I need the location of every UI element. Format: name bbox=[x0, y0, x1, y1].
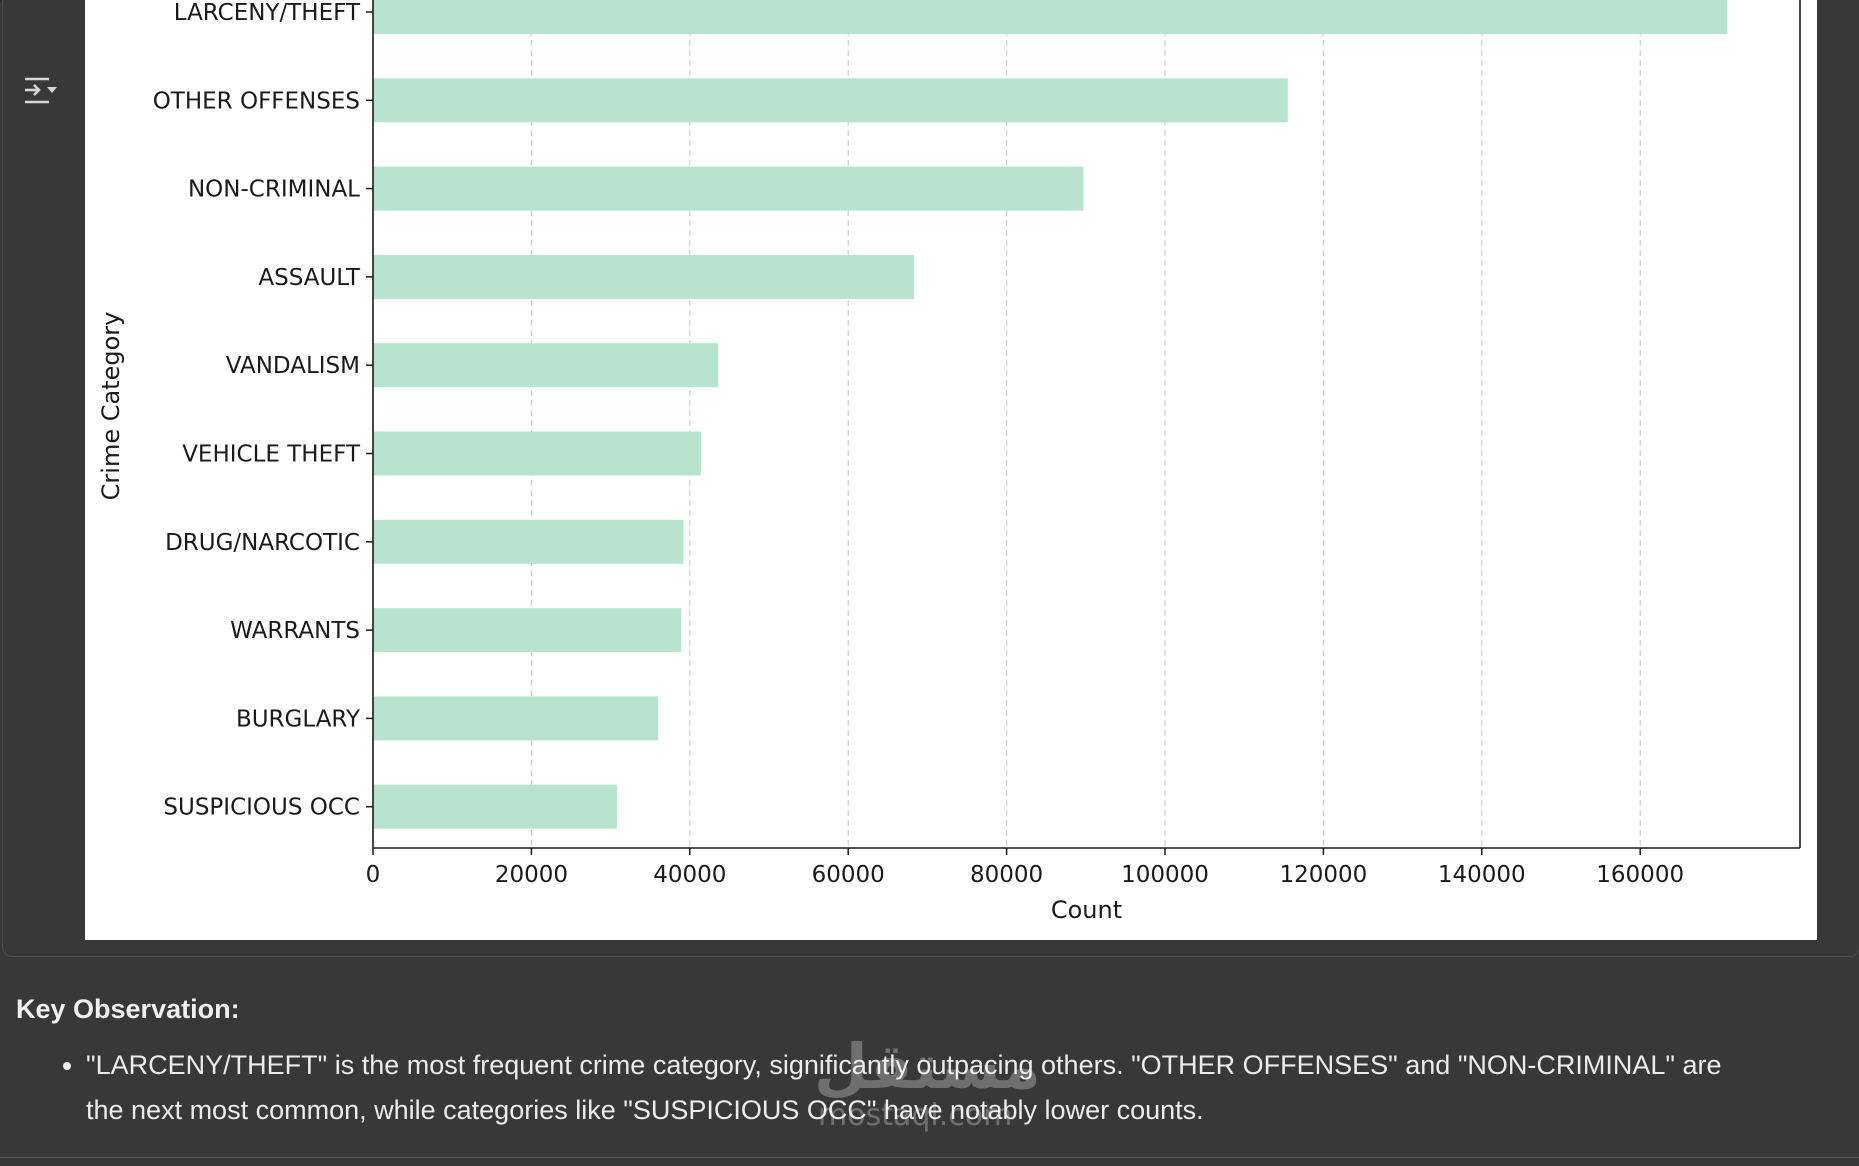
axes bbox=[372, 0, 1801, 849]
y-tick-label: OTHER OFFENSES bbox=[153, 88, 360, 114]
x-tick-label: 120000 bbox=[1279, 862, 1367, 888]
y-tick-label: ASSAULT bbox=[258, 265, 361, 291]
bar-vehicle-theft bbox=[373, 431, 701, 476]
grid-lines bbox=[530, 0, 1641, 848]
x-tick-label: 140000 bbox=[1438, 862, 1526, 888]
bottom-divider bbox=[0, 1157, 1859, 1158]
key-observation-section: Key Observation: "LARCENY/THEFT" is the … bbox=[16, 994, 1816, 1133]
observation-list: "LARCENY/THEFT" is the most frequent cri… bbox=[16, 1043, 1816, 1133]
x-tick-label: 20000 bbox=[495, 862, 568, 888]
bar-assault bbox=[373, 254, 914, 299]
observation-bullet: "LARCENY/THEFT" is the most frequent cri… bbox=[86, 1043, 1726, 1133]
x-tick-label: 60000 bbox=[812, 862, 885, 888]
bar-burglary bbox=[373, 696, 659, 741]
bar-larceny-theft bbox=[373, 0, 1728, 34]
observation-heading: Key Observation: bbox=[16, 994, 240, 1024]
chart-canvas: LARCENY/THEFT OTHER OFFENSES NON-CRIMINAL A… bbox=[85, 0, 1817, 940]
bar-drug-narcotic bbox=[373, 519, 684, 564]
y-tick-label: SUSPICIOUS OCC bbox=[163, 795, 360, 821]
output-collapse-icon bbox=[25, 77, 57, 104]
y-tick-label: NON-CRIMINAL bbox=[188, 177, 360, 203]
bar-non-criminal bbox=[373, 166, 1084, 211]
tick-labels: LARCENY/THEFT OTHER OFFENSES NON-CRIMINAL A… bbox=[153, 0, 1684, 888]
x-tick-label: 40000 bbox=[653, 862, 726, 888]
bar-other-offenses bbox=[373, 78, 1288, 123]
bar-chart: LARCENY/THEFT OTHER OFFENSES NON-CRIMINAL A… bbox=[97, 0, 1801, 924]
y-axis-label: Crime Category bbox=[97, 312, 125, 501]
y-tick-label: LARCENY/THEFT bbox=[174, 0, 361, 26]
x-tick-label: 160000 bbox=[1596, 862, 1684, 888]
bar-vandalism bbox=[373, 343, 719, 388]
x-tick-label: 80000 bbox=[970, 862, 1043, 888]
y-tick-label: VANDALISM bbox=[226, 353, 360, 379]
bars bbox=[373, 0, 1728, 829]
y-tick-label: WARRANTS bbox=[230, 618, 360, 644]
x-tick-label: 100000 bbox=[1121, 862, 1209, 888]
output-toggle-button[interactable] bbox=[19, 72, 61, 110]
y-tick-label: BURGLARY bbox=[236, 706, 361, 732]
y-tick-label: DRUG/NARCOTIC bbox=[165, 530, 360, 556]
x-axis-label: Count bbox=[1051, 896, 1122, 924]
bar-warrants bbox=[373, 608, 682, 653]
cell-output-panel: LARCENY/THEFT OTHER OFFENSES NON-CRIMINAL A… bbox=[2, 0, 1859, 957]
y-tick-label: VEHICLE THEFT bbox=[182, 442, 361, 468]
x-tick-label: 0 bbox=[366, 862, 381, 888]
bar-suspicious-occ bbox=[373, 784, 617, 829]
